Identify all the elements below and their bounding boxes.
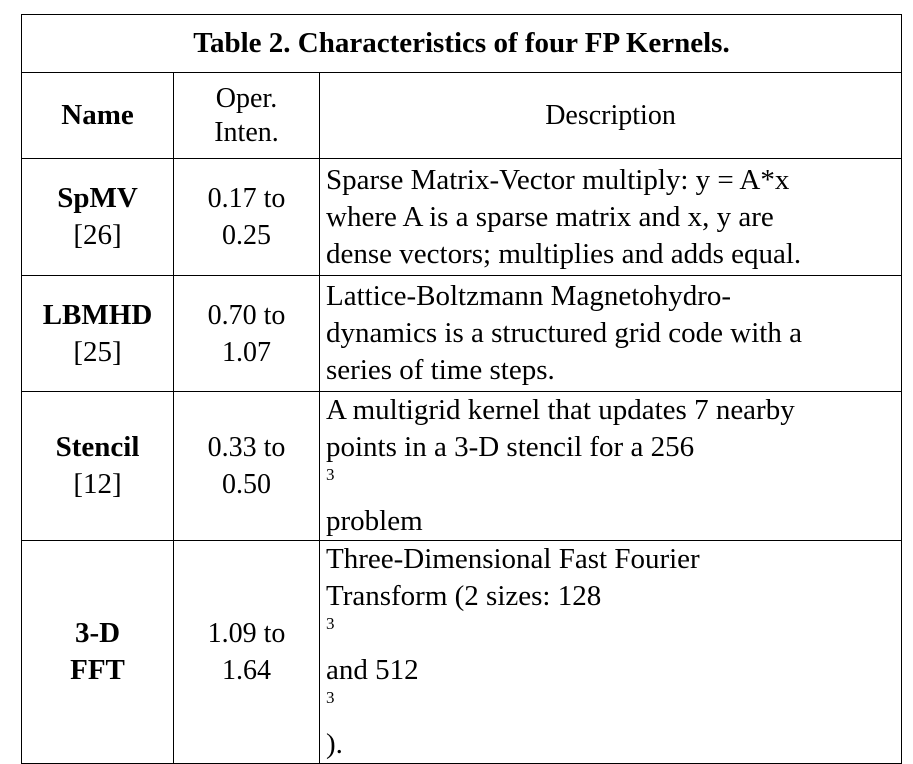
description-cell: Lattice-Boltzmann Magnetohydro- dynamics… [318, 275, 903, 392]
kernel-name-cell: Stencil [12] [21, 391, 174, 541]
kernel-name: Stencil [55, 431, 140, 463]
description-cell: Sparse Matrix-Vector multiply: y = A*x w… [318, 158, 903, 276]
description-text: ). [326, 728, 343, 760]
table-row: LBMHD [25] 0.70 to 1.07 Lattice-Boltzman… [21, 275, 903, 392]
oper-inten-line2: 1.07 [222, 336, 271, 368]
header-oper-line2: Inten. [214, 116, 279, 148]
description-line: Three-Dimensional Fast Fourier [326, 543, 700, 575]
kernel-name-line1: 3-D [74, 617, 121, 649]
kernel-name: LBMHD [42, 298, 153, 331]
oper-inten-line1: 0.70 to [207, 299, 286, 331]
oper-inten-cell: 0.33 to 0.50 [173, 391, 320, 541]
header-oper-inten: Oper. Inten. [173, 72, 320, 159]
oper-inten-cell: 1.09 to 1.64 [173, 540, 320, 764]
description-text: Transform (2 sizes: 128 [326, 580, 602, 612]
superscript: 3 [326, 614, 335, 633]
oper-inten-cell: 0.17 to 0.25 [173, 158, 320, 276]
table-row: Stencil [12] 0.33 to 0.50 A multigrid ke… [21, 391, 903, 541]
description-line: A multigrid kernel that updates 7 nearby [326, 394, 795, 426]
oper-inten-line2: 0.50 [222, 469, 271, 500]
description-line: Sparse Matrix-Vector multiply: y = A*x [326, 163, 790, 196]
description-line: dense vectors; multiplies and adds equal… [326, 237, 802, 270]
oper-inten-line1: 1.09 to [207, 618, 286, 649]
table-caption: Table 2. Characteristics of four FP Kern… [20, 14, 903, 73]
header-row: Name Oper. Inten. Description [21, 72, 903, 159]
oper-inten-line2: 0.25 [222, 220, 271, 251]
superscript: 3 [326, 688, 335, 707]
description-line: dynamics is a structured grid code with … [326, 317, 802, 349]
kernel-ref: [25] [73, 335, 122, 368]
description-text: points in a 3-D stencil for a 256 [326, 431, 695, 463]
kernel-name-cell: SpMV [26] [21, 158, 174, 276]
table-row: 3-D FFT 1.09 to 1.64 Three-Dimensional F… [21, 540, 903, 764]
description-line: series of time steps. [326, 354, 555, 386]
header-oper-line1: Oper. [215, 82, 278, 114]
oper-inten-line2: 1.64 [222, 655, 271, 686]
kernel-name-cell: LBMHD [25] [21, 275, 174, 392]
kernel-ref: [26] [73, 219, 122, 251]
oper-inten-cell: 0.70 to 1.07 [173, 275, 320, 392]
description-cell: A multigrid kernel that updates 7 nearby… [318, 391, 903, 541]
oper-inten-line1: 0.33 to [207, 432, 286, 463]
description-line: Lattice-Boltzmann Magnetohydro- [326, 280, 732, 312]
header-description: Description [318, 72, 903, 159]
description-text: and 512 [326, 654, 419, 686]
description-line: Transform (2 sizes: 128 3 and 512 3). [326, 578, 901, 763]
description-line: where A is a sparse matrix and x, y are [326, 200, 774, 233]
table-row: SpMV [26] 0.17 to 0.25 Sparse Matrix-Vec… [21, 158, 903, 276]
header-name: Name [21, 72, 174, 159]
description-text: problem [326, 505, 423, 537]
kernel-name-line2: FFT [70, 654, 125, 686]
kernel-ref: [12] [73, 468, 122, 500]
description-cell: Three-Dimensional Fast Fourier Transform… [318, 540, 903, 764]
kernel-name-cell: 3-D FFT [21, 540, 174, 764]
description-line: points in a 3-D stencil for a 256 3 probl… [326, 429, 901, 540]
kernels-table: Table 2. Characteristics of four FP Kern… [20, 14, 903, 764]
oper-inten-line1: 0.17 to [207, 183, 286, 214]
superscript: 3 [326, 465, 335, 484]
kernel-name: SpMV [57, 182, 138, 214]
